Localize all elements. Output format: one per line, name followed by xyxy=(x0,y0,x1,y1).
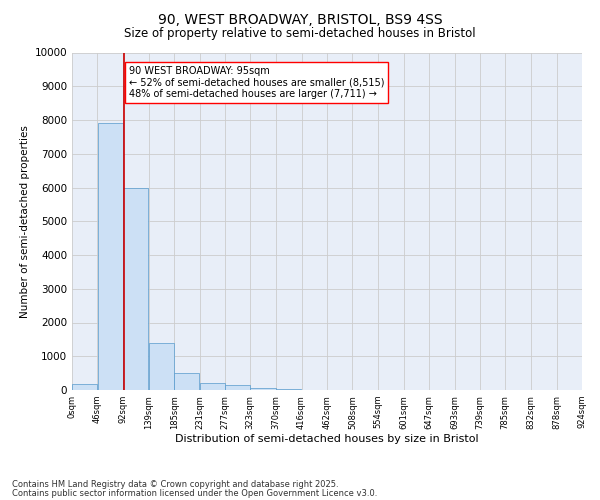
X-axis label: Distribution of semi-detached houses by size in Bristol: Distribution of semi-detached houses by … xyxy=(175,434,479,444)
Text: Size of property relative to semi-detached houses in Bristol: Size of property relative to semi-detach… xyxy=(124,28,476,40)
Bar xyxy=(174,373,199,390)
Y-axis label: Number of semi-detached properties: Number of semi-detached properties xyxy=(20,125,31,318)
Bar xyxy=(149,343,174,390)
Text: 90, WEST BROADWAY, BRISTOL, BS9 4SS: 90, WEST BROADWAY, BRISTOL, BS9 4SS xyxy=(158,12,442,26)
Bar xyxy=(277,389,301,390)
Text: Contains public sector information licensed under the Open Government Licence v3: Contains public sector information licen… xyxy=(12,489,377,498)
Bar xyxy=(123,188,148,390)
Text: Contains HM Land Registry data © Crown copyright and database right 2025.: Contains HM Land Registry data © Crown c… xyxy=(12,480,338,489)
Bar xyxy=(72,384,97,390)
Bar xyxy=(98,124,122,390)
Bar xyxy=(200,382,225,390)
Text: 90 WEST BROADWAY: 95sqm
← 52% of semi-detached houses are smaller (8,515)
48% of: 90 WEST BROADWAY: 95sqm ← 52% of semi-de… xyxy=(129,66,385,99)
Bar xyxy=(250,388,275,390)
Bar xyxy=(225,385,250,390)
